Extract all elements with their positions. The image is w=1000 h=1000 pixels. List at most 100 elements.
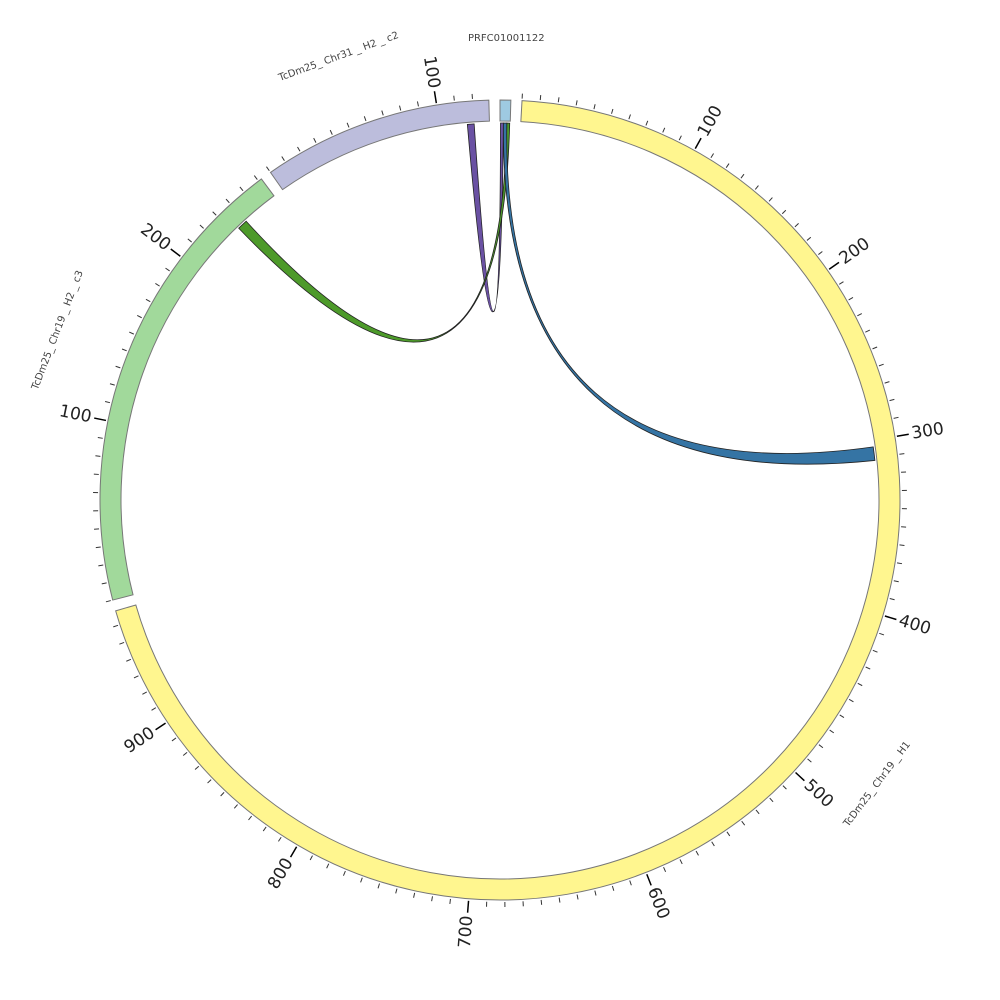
minor-tick [679,859,683,865]
minor-tick [768,197,773,202]
major-tick [155,722,166,731]
tick-label: 200 [137,220,175,256]
minor-tick [794,223,799,228]
minor-tick [879,632,885,636]
minor-tick [165,267,170,272]
minor-tick [363,116,367,122]
minor-tick [151,707,157,711]
minor-tick [104,401,111,404]
minor-tick [878,363,884,367]
minor-tick [781,209,787,215]
minor-tick [155,283,160,287]
link-PRFC-c3[interactable] [238,122,511,343]
chromosome-c3[interactable] [99,178,275,601]
major-tick [646,873,652,886]
minor-tick [137,315,142,319]
major-tick [170,248,181,257]
minor-tick [98,564,104,567]
minor-tick [755,809,760,815]
minor-tick [663,867,667,872]
chromosome-c2[interactable] [269,99,490,191]
minor-tick [253,175,258,180]
minor-tick [662,127,666,133]
chromosome-PRFC[interactable] [499,99,512,122]
minor-tick [360,877,363,883]
minor-tick [145,298,151,303]
tick-label: 100 [694,102,727,140]
minor-tick [95,455,101,457]
minor-tick [262,826,267,832]
minor-tick [449,898,451,904]
minor-tick [818,744,824,749]
minor-tick [558,897,561,903]
minor-tick [726,831,731,837]
tick-label: 300 [910,419,945,444]
ticks-layer [93,91,909,913]
minor-tick [101,582,107,585]
minor-tick [97,437,103,439]
minor-tick [95,546,101,549]
minor-tick [220,792,225,797]
minor-tick [225,198,230,204]
minor-tick [329,129,333,135]
minor-tick [346,122,350,128]
tick-label: 700 [455,915,477,949]
tick-label: 200 [836,234,874,269]
minor-tick [899,453,905,455]
minor-tick [326,863,330,869]
minor-tick [182,751,188,756]
minor-tick [194,765,200,770]
labels-layer: PRFC01001122 100 200 300 400 500 600 700 800 900 T… [30,30,946,949]
minor-tick [576,894,579,900]
minor-tick [119,641,125,645]
minor-tick [199,224,204,229]
minor-tick [611,108,614,114]
minor-tick [889,598,895,601]
minor-tick [399,105,402,111]
tick-label: 400 [896,611,933,640]
minor-tick [848,698,854,703]
minor-tick [741,820,746,826]
tick-label: 500 [800,775,837,812]
tick-label: 900 [121,723,159,758]
minor-tick [377,883,380,889]
minor-tick [899,544,905,546]
minor-tick [575,100,578,106]
minor-tick [431,896,433,902]
minor-tick [839,714,845,719]
major-tick [795,771,805,782]
minor-tick [113,624,119,628]
minor-tick [281,156,285,161]
minor-tick [133,675,139,679]
minor-tick [893,416,899,419]
link-PRFC-c2[interactable] [466,122,504,312]
minor-tick [109,383,115,386]
chromosome-label-H1: TcDm25_ Chr19 _ H1 [841,740,913,830]
minor-tick [829,729,835,734]
minor-tick [818,251,823,255]
tick-label: 800 [264,855,298,893]
minor-tick [416,101,419,107]
minor-tick [594,890,597,896]
minor-tick [115,365,121,369]
minor-tick [893,580,899,583]
minor-tick [313,137,317,143]
minor-tick [889,398,895,402]
minor-tick [266,166,270,172]
minor-tick [710,153,714,159]
minor-tick [381,110,384,116]
minor-tick [872,649,878,653]
minor-tick [711,841,715,847]
link-PRFC-H1[interactable] [503,122,876,465]
minor-tick [782,785,787,790]
tick-label: 100 [419,55,444,90]
minor-tick [142,691,148,695]
minor-tick [872,346,878,350]
minor-tick [297,146,301,152]
tick-label: 600 [643,885,673,923]
minor-tick [865,329,871,333]
minor-tick [539,94,542,101]
chromosome-H1[interactable] [115,100,901,901]
major-tick [466,900,470,913]
